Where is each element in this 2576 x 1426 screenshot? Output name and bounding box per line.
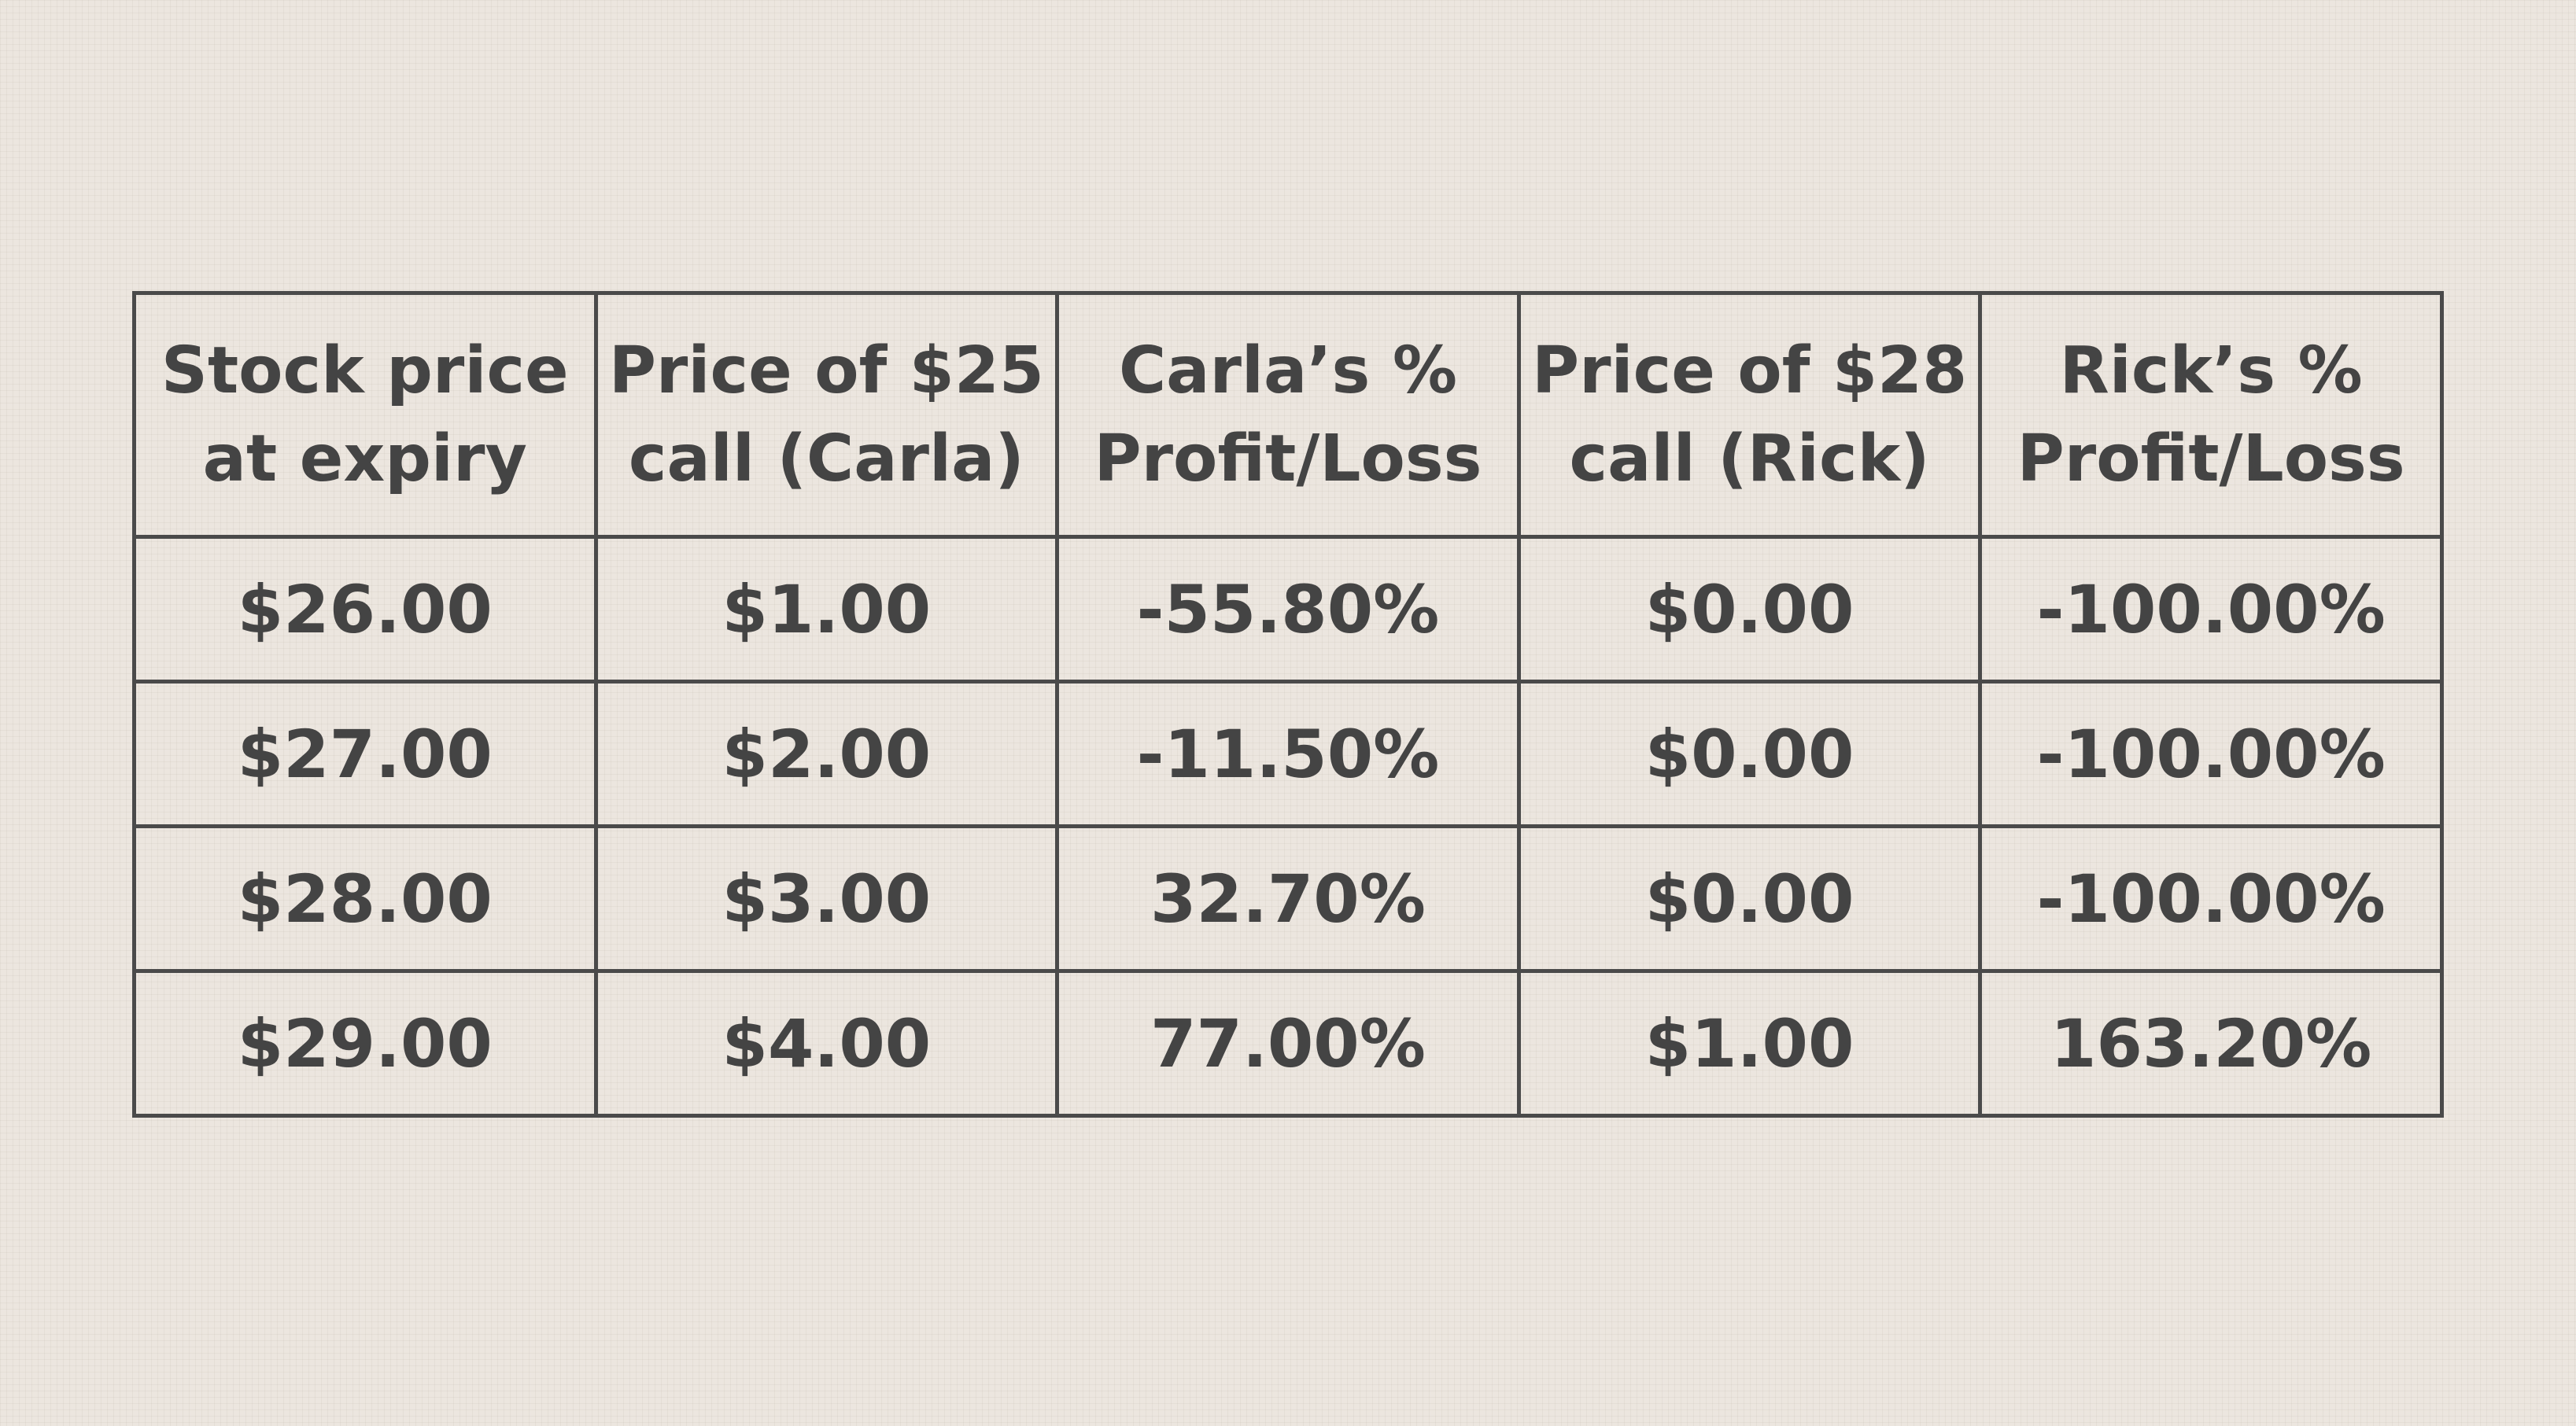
- header-carla-call-price: Price of $25 call (Carla): [593, 291, 1060, 539]
- table-cell: 77.00%: [1055, 969, 1521, 1118]
- table-cell: -55.80%: [1055, 535, 1521, 684]
- table-cell: $29.00: [132, 969, 598, 1118]
- table-cell: $1.00: [593, 535, 1060, 684]
- header-stock-price: Stock price at expiry: [132, 291, 598, 539]
- table-row: $27.00 $2.00 -11.50% $0.00 -100.00%: [132, 680, 2444, 828]
- table-cell: $0.00: [1516, 680, 1983, 828]
- options-profit-loss-table: Stock price at expiry Price of $25 call …: [132, 291, 2444, 1118]
- header-line: Profit/Loss: [2017, 421, 2405, 496]
- table-cell: $4.00: [593, 969, 1060, 1118]
- header-line: Stock price: [161, 333, 569, 408]
- table-cell: $0.00: [1516, 824, 1983, 973]
- options-table-container: Stock price at expiry Price of $25 call …: [132, 291, 2444, 1118]
- header-rick-profit-loss: Rick’s % Profit/Loss: [1978, 291, 2444, 539]
- table-header: Stock price at expiry Price of $25 call …: [132, 291, 2444, 539]
- header-line: call (Carla): [628, 421, 1024, 496]
- header-line: call (Rick): [1569, 421, 1930, 496]
- header-row: Stock price at expiry Price of $25 call …: [132, 291, 2444, 539]
- table-cell: -11.50%: [1055, 680, 1521, 828]
- table-row: $26.00 $1.00 -55.80% $0.00 -100.00%: [132, 535, 2444, 684]
- header-line: Carla’s %: [1118, 333, 1458, 408]
- header-line: Price of $25: [608, 333, 1044, 408]
- table-body: $26.00 $1.00 -55.80% $0.00 -100.00% $27.…: [132, 535, 2444, 1118]
- header-rick-call-price: Price of $28 call (Rick): [1516, 291, 1983, 539]
- header-line: Rick’s %: [2059, 333, 2363, 408]
- table-cell: $2.00: [593, 680, 1060, 828]
- table-row: $29.00 $4.00 77.00% $1.00 163.20%: [132, 969, 2444, 1118]
- header-carla-profit-loss: Carla’s % Profit/Loss: [1055, 291, 1521, 539]
- table-cell: -100.00%: [1978, 824, 2444, 973]
- table-cell: $27.00: [132, 680, 598, 828]
- table-cell: $28.00: [132, 824, 598, 973]
- table-cell: 163.20%: [1978, 969, 2444, 1118]
- table-cell: -100.00%: [1978, 535, 2444, 684]
- table-cell: 32.70%: [1055, 824, 1521, 973]
- table-cell: $26.00: [132, 535, 598, 684]
- table-row: $28.00 $3.00 32.70% $0.00 -100.00%: [132, 824, 2444, 973]
- table-cell: $1.00: [1516, 969, 1983, 1118]
- header-line: Price of $28: [1532, 333, 1968, 408]
- table-cell: -100.00%: [1978, 680, 2444, 828]
- table-cell: $0.00: [1516, 535, 1983, 684]
- header-line: Profit/Loss: [1094, 421, 1482, 496]
- header-line: at expiry: [202, 421, 527, 496]
- table-cell: $3.00: [593, 824, 1060, 973]
